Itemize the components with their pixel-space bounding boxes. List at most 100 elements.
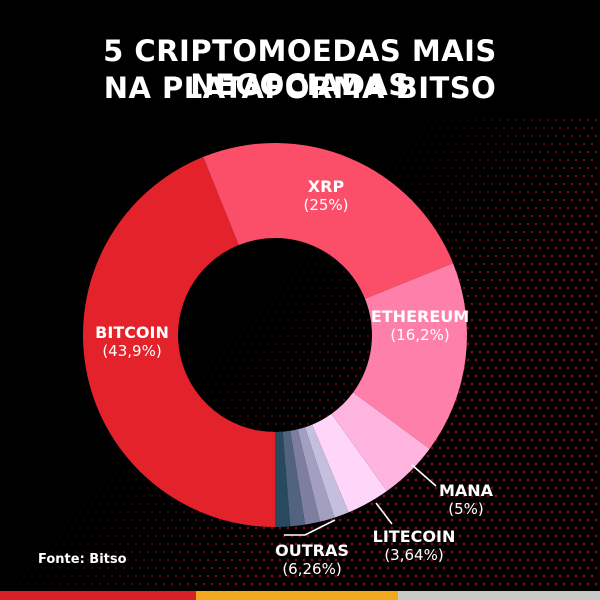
background-dot (510, 574, 514, 578)
background-dot (294, 542, 298, 546)
background-dot (574, 158, 578, 162)
background-dot (263, 351, 265, 353)
background-dot (486, 414, 490, 418)
background-dot (335, 383, 337, 385)
background-dot (506, 326, 510, 330)
background-dot (574, 478, 578, 482)
background-dot (482, 470, 486, 474)
background-dot (419, 119, 421, 121)
background-dot (287, 351, 289, 353)
background-dot (295, 367, 297, 369)
background-dot (335, 271, 337, 273)
background-dot (538, 326, 542, 330)
background-dot (71, 575, 73, 577)
background-dot (307, 343, 309, 345)
background-dot (375, 159, 377, 161)
background-dot (482, 358, 486, 362)
background-dot (566, 494, 570, 498)
background-dot (407, 143, 409, 145)
background-dot (538, 230, 542, 234)
background-dot (514, 374, 518, 378)
background-dot (491, 215, 493, 217)
background-dot (423, 159, 425, 161)
background-dot (170, 582, 174, 586)
background-dot (570, 438, 574, 442)
background-dot (307, 423, 309, 425)
background-dot (259, 295, 261, 297)
background-dot (530, 406, 534, 410)
background-dot (511, 127, 513, 129)
background-dot (315, 375, 317, 377)
background-dot (279, 287, 281, 289)
background-dot (474, 326, 478, 330)
background-dot (151, 575, 153, 577)
background-dot (474, 406, 478, 410)
background-dot (275, 311, 277, 313)
background-dot (431, 207, 433, 209)
background-dot (550, 286, 554, 290)
background-dot (35, 567, 37, 569)
background-dot (207, 383, 209, 385)
background-dot (510, 366, 514, 370)
background-dot (506, 550, 510, 554)
background-dot (323, 407, 325, 409)
background-dot (474, 502, 478, 506)
background-dot (299, 311, 301, 313)
background-dot (594, 406, 598, 410)
background-dot (534, 558, 538, 562)
background-dot (362, 518, 366, 522)
background-dot (526, 254, 530, 258)
background-dot (482, 550, 486, 554)
background-dot (103, 463, 105, 465)
background-dot (546, 534, 550, 538)
background-dot (430, 574, 434, 578)
background-dot (526, 478, 530, 482)
background-dot (442, 518, 446, 522)
background-dot (406, 494, 410, 498)
background-dot (459, 247, 461, 249)
background-dot (594, 454, 598, 458)
slice-litecoin (312, 413, 387, 513)
background-dot (478, 558, 482, 562)
background-dot (250, 550, 254, 554)
background-dot (123, 567, 125, 569)
background-dot (490, 326, 494, 330)
background-dot (95, 479, 97, 481)
background-dot (522, 422, 526, 426)
background-dot (542, 462, 546, 466)
background-dot (490, 534, 494, 538)
background-dot (230, 558, 234, 562)
background-dot (443, 199, 445, 201)
background-dot (590, 302, 594, 306)
background-dot (159, 543, 161, 545)
background-dot (411, 167, 413, 169)
background-dot (491, 167, 493, 169)
background-dot (143, 495, 145, 497)
background-dot (486, 254, 490, 258)
background-dot (547, 119, 549, 121)
background-dot (578, 342, 582, 346)
background-dot (590, 382, 594, 386)
background-dot (458, 518, 462, 522)
background-dot (518, 318, 522, 322)
background-dot (299, 343, 301, 345)
background-dot (470, 526, 474, 530)
background-dot (550, 302, 554, 306)
background-dot (299, 391, 301, 393)
background-dot (570, 486, 574, 490)
background-dot (79, 575, 81, 577)
background-dot (398, 558, 402, 562)
background-dot (350, 382, 354, 386)
background-dot (439, 223, 441, 225)
background-dot (562, 150, 566, 154)
background-dot (450, 518, 454, 522)
background-dot (267, 311, 269, 313)
background-dot (131, 567, 133, 569)
background-dot (566, 238, 570, 242)
background-dot (518, 350, 522, 354)
background-dot (510, 430, 514, 434)
background-dot (263, 303, 265, 305)
background-dot (574, 558, 578, 562)
background-dot (446, 446, 450, 450)
background-dot (387, 151, 389, 153)
